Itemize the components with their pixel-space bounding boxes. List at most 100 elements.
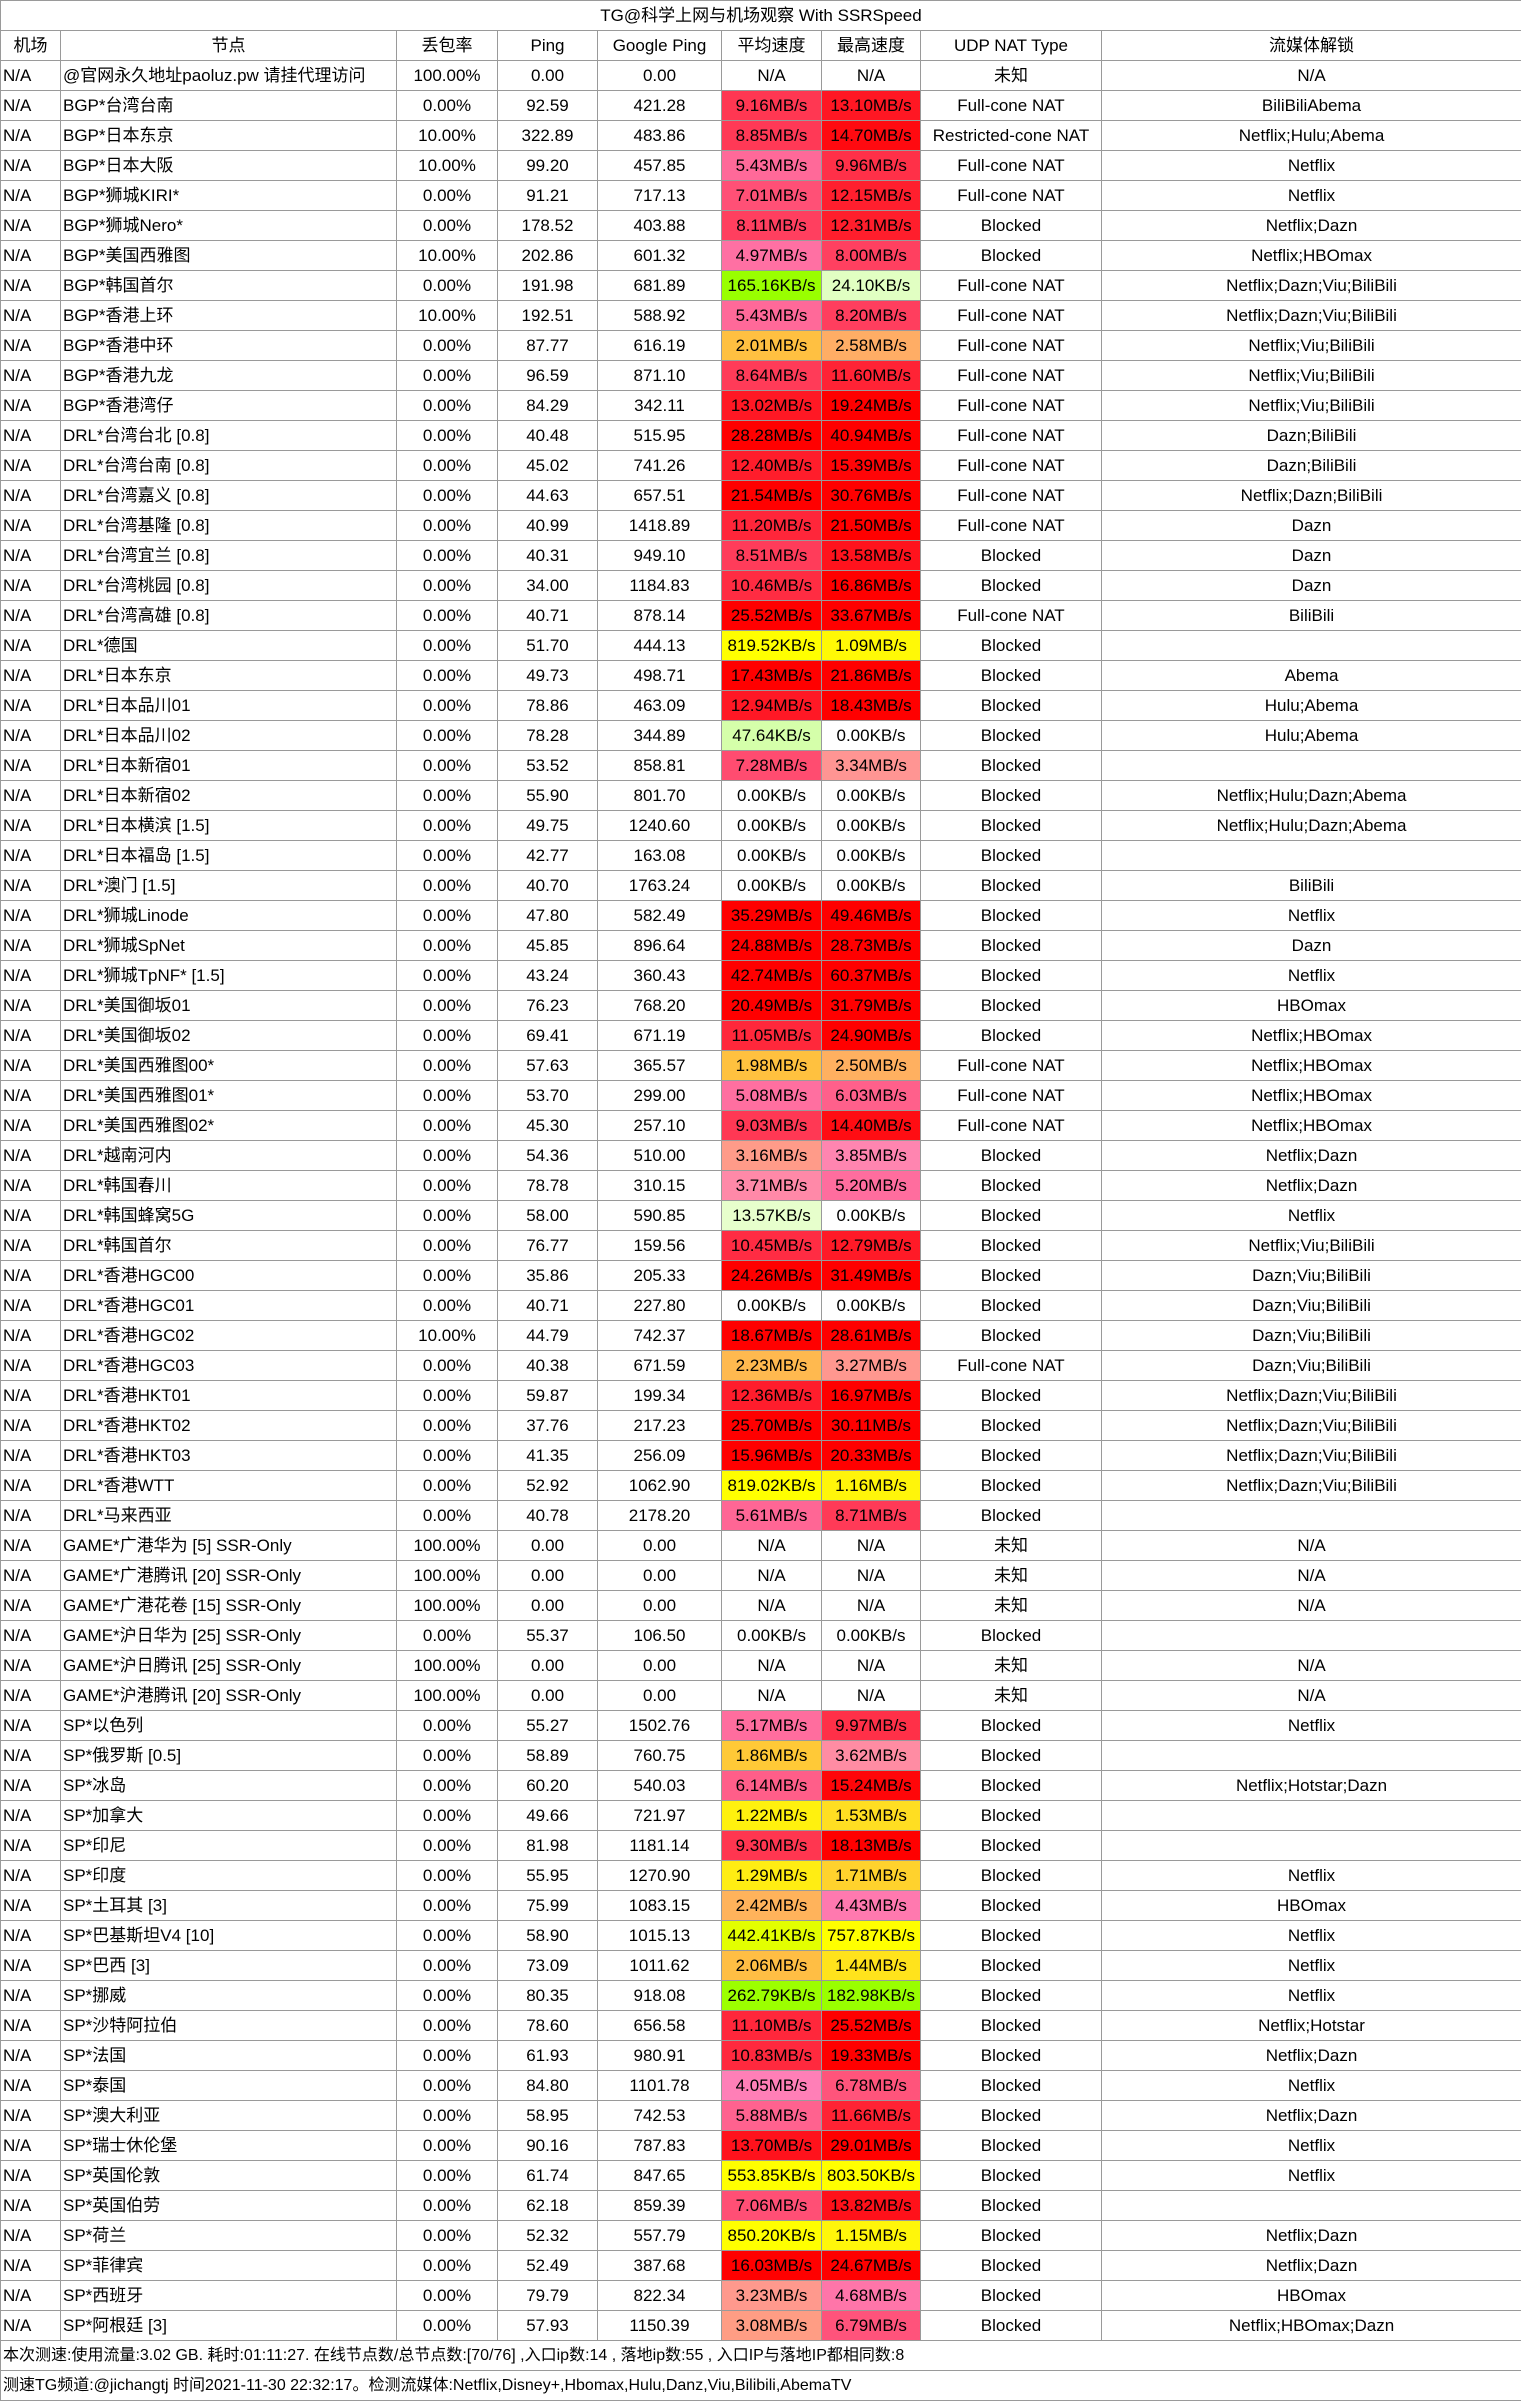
avg-speed-cell: 1.86MB/s [722,1741,822,1771]
ping-cell: 76.77 [498,1231,598,1261]
udp-nat-type-cell: Full-cone NAT [921,511,1102,541]
google-ping-cell: 1083.15 [598,1891,722,1921]
airport-cell: N/A [1,1771,61,1801]
packet-loss-cell: 0.00% [397,2251,498,2281]
udp-nat-type-cell: Blocked [921,1921,1102,1951]
google-ping-cell: 859.39 [598,2191,722,2221]
avg-speed-cell: 10.83MB/s [722,2041,822,2071]
google-ping-cell: 299.00 [598,1081,722,1111]
airport-cell: N/A [1,1621,61,1651]
node-cell: DRL*台湾嘉义 [0.8] [61,481,397,511]
avg-speed-cell: 13.02MB/s [722,391,822,421]
node-cell: SP*法国 [61,2041,397,2071]
ping-cell: 58.90 [498,1921,598,1951]
airport-cell: N/A [1,1681,61,1711]
node-cell: DRL*日本东京 [61,661,397,691]
google-ping-cell: 365.57 [598,1051,722,1081]
udp-nat-type-cell: Blocked [921,2101,1102,2131]
packet-loss-cell: 0.00% [397,481,498,511]
ping-cell: 52.92 [498,1471,598,1501]
avg-speed-cell: 8.51MB/s [722,541,822,571]
ping-cell: 0.00 [498,1681,598,1711]
udp-nat-type-cell: Restricted-cone NAT [921,121,1102,151]
streaming-unlock-cell [1102,1831,1521,1861]
airport-cell: N/A [1,1081,61,1111]
packet-loss-cell: 100.00% [397,1651,498,1681]
streaming-unlock-cell [1102,1501,1521,1531]
avg-speed-cell: 0.00KB/s [722,841,822,871]
airport-cell: N/A [1,391,61,421]
google-ping-cell: 2178.20 [598,1501,722,1531]
max-speed-cell: 15.39MB/s [822,451,921,481]
max-speed-cell: 0.00KB/s [822,841,921,871]
packet-loss-cell: 100.00% [397,1561,498,1591]
avg-speed-cell: 442.41KB/s [722,1921,822,1951]
airport-cell: N/A [1,511,61,541]
max-speed-cell: 40.94MB/s [822,421,921,451]
header-packet-loss: 丢包率 [397,31,498,61]
node-cell: BGP*日本大阪 [61,151,397,181]
avg-speed-cell: 20.49MB/s [722,991,822,1021]
udp-nat-type-cell: Blocked [921,2221,1102,2251]
packet-loss-cell: 0.00% [397,2041,498,2071]
packet-loss-cell: 0.00% [397,451,498,481]
header-udp-nat-type: UDP NAT Type [921,31,1102,61]
packet-loss-cell: 0.00% [397,1051,498,1081]
max-speed-cell: 1.09MB/s [822,631,921,661]
ping-cell: 47.80 [498,901,598,931]
node-cell: SP*巴西 [3] [61,1951,397,1981]
udp-nat-type-cell: Blocked [921,1621,1102,1651]
packet-loss-cell: 10.00% [397,151,498,181]
airport-cell: N/A [1,2101,61,2131]
avg-speed-cell: 5.43MB/s [722,151,822,181]
max-speed-cell: 6.03MB/s [822,1081,921,1111]
udp-nat-type-cell: Blocked [921,1831,1102,1861]
udp-nat-type-cell: Blocked [921,541,1102,571]
max-speed-cell: N/A [822,1591,921,1621]
google-ping-cell: 847.65 [598,2161,722,2191]
avg-speed-cell: 3.71MB/s [722,1171,822,1201]
avg-speed-cell: 16.03MB/s [722,2251,822,2281]
footer-summary-row: 本次测速:使用流量:3.02 GB. 耗时:01:11:27. 在线节点数/总节… [1,2341,1521,2371]
streaming-unlock-cell [1102,1621,1521,1651]
ping-cell: 79.79 [498,2281,598,2311]
max-speed-cell: 4.68MB/s [822,2281,921,2311]
streaming-unlock-cell: Netflix;HBOmax [1102,1081,1521,1111]
streaming-unlock-cell: N/A [1102,61,1521,91]
google-ping-cell: 510.00 [598,1141,722,1171]
airport-cell: N/A [1,1141,61,1171]
airport-cell: N/A [1,1201,61,1231]
node-cell: DRL*韩国蜂窝5G [61,1201,397,1231]
ping-cell: 58.89 [498,1741,598,1771]
packet-loss-cell: 0.00% [397,2161,498,2191]
google-ping-cell: 463.09 [598,691,722,721]
node-cell: DRL*台湾基隆 [0.8] [61,511,397,541]
node-cell: BGP*日本东京 [61,121,397,151]
packet-loss-cell: 100.00% [397,61,498,91]
airport-cell: N/A [1,1021,61,1051]
streaming-unlock-cell: Netflix [1102,901,1521,931]
header-streaming-unlock: 流媒体解锁 [1102,31,1521,61]
node-cell: DRL*香港HKT01 [61,1381,397,1411]
node-cell: DRL*美国西雅图01* [61,1081,397,1111]
airport-cell: N/A [1,1831,61,1861]
avg-speed-cell: N/A [722,1561,822,1591]
max-speed-cell: 49.46MB/s [822,901,921,931]
ping-cell: 99.20 [498,151,598,181]
streaming-unlock-cell: Netflix [1102,1921,1521,1951]
airport-cell: N/A [1,241,61,271]
node-cell: SP*印尼 [61,1831,397,1861]
airport-cell: N/A [1,541,61,571]
udp-nat-type-cell: Blocked [921,2191,1102,2221]
node-cell: DRL*日本品川01 [61,691,397,721]
udp-nat-type-cell: Blocked [921,1741,1102,1771]
udp-nat-type-cell: 未知 [921,1681,1102,1711]
ping-cell: 55.90 [498,781,598,811]
